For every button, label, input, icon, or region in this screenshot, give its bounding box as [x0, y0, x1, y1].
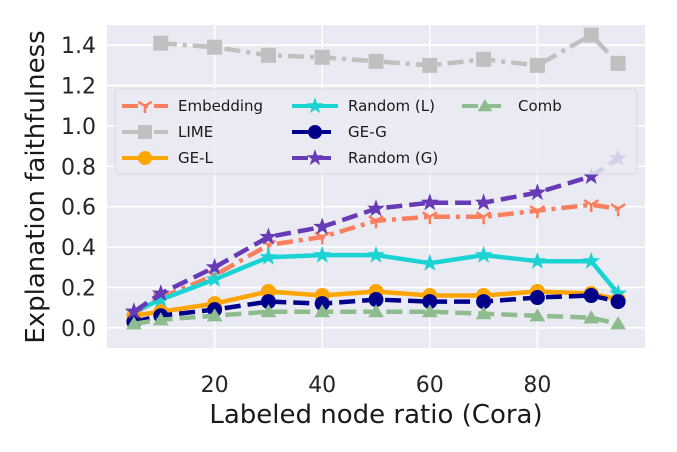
data-point — [126, 316, 142, 330]
data-point — [475, 211, 492, 225]
data-point — [151, 284, 170, 302]
data-point — [260, 304, 277, 318]
y-axis-title: Explanation faithfulness — [21, 30, 51, 343]
data-point — [260, 294, 276, 310]
data-point — [367, 199, 385, 217]
legend-label: GE-L — [178, 149, 214, 167]
data-point — [368, 304, 384, 318]
y-tick-label: 1.0 — [61, 115, 96, 140]
data-point — [529, 290, 545, 306]
legend-frame — [114, 88, 638, 175]
data-point — [259, 227, 278, 245]
data-point — [529, 308, 546, 322]
data-point — [205, 270, 224, 287]
data-point — [308, 125, 322, 139]
data-point — [205, 257, 224, 275]
data-point — [368, 292, 384, 308]
legend-item: Random (L) — [292, 97, 435, 115]
data-point — [529, 205, 546, 219]
data-point — [151, 290, 170, 308]
data-point — [306, 149, 324, 166]
x-tick-label: 60 — [416, 373, 444, 398]
data-point — [207, 39, 223, 55]
data-point — [609, 284, 627, 302]
legend-item: Comb — [462, 97, 562, 115]
tick-labels: 20 40 60 80 0.0 0.2 0.4 0.6 0.8 1.0 1.2 1.4 — [61, 34, 551, 398]
data-point — [206, 308, 223, 322]
legend-label: LIME — [178, 123, 213, 141]
data-point — [474, 245, 493, 263]
y-tick-label: 0.6 — [61, 196, 96, 221]
y-tick-label: 1.4 — [61, 34, 96, 59]
data-point — [314, 296, 330, 312]
data-point — [583, 199, 599, 213]
data-point — [476, 51, 492, 67]
data-point — [137, 100, 153, 113]
data-point — [582, 167, 601, 184]
data-point — [528, 251, 547, 269]
data-point — [476, 294, 492, 310]
data-point — [529, 57, 545, 73]
legend-label: Embedding — [178, 97, 263, 115]
data-point — [420, 253, 439, 271]
y-tick-label: 0.4 — [61, 236, 96, 261]
series-layer — [125, 27, 627, 330]
data-point — [259, 247, 278, 265]
legend: Embedding LIME GE-L Random (L) GE-G Random (G… — [114, 88, 638, 175]
data-point — [152, 312, 169, 326]
data-point — [153, 35, 169, 51]
y-tick-label: 0.8 — [61, 155, 96, 180]
data-point — [583, 310, 600, 324]
data-point — [421, 304, 438, 318]
data-point — [260, 47, 276, 63]
data-point — [138, 125, 152, 139]
data-point — [610, 55, 626, 71]
series-comb — [126, 304, 626, 330]
data-point — [313, 217, 332, 235]
x-tick-label: 40 — [308, 373, 336, 398]
data-point — [583, 288, 599, 304]
legend-label: Random (G) — [348, 149, 438, 167]
data-point — [367, 245, 385, 263]
data-point — [314, 49, 330, 65]
data-point — [125, 302, 143, 320]
legend-item: Random (G) — [292, 149, 438, 167]
data-point — [475, 306, 492, 320]
x-tick-label: 80 — [523, 373, 551, 398]
legend-item: GE-G — [292, 123, 387, 141]
data-point — [306, 97, 324, 114]
data-point — [422, 211, 438, 225]
data-point — [368, 215, 384, 229]
y-tick-label: 0.2 — [61, 276, 96, 301]
data-point — [422, 57, 438, 73]
legend-label: GE-G — [348, 123, 387, 141]
data-point — [474, 193, 493, 211]
data-point — [610, 316, 626, 330]
y-tick-label: 1.2 — [61, 75, 96, 100]
data-point — [313, 245, 332, 263]
data-point — [477, 99, 493, 112]
legend-label: Random (L) — [348, 97, 435, 115]
legend-item: LIME — [122, 123, 213, 141]
y-tick-label: 0.0 — [61, 317, 96, 342]
data-point — [610, 294, 626, 310]
data-point — [314, 231, 330, 245]
data-point — [583, 27, 599, 43]
data-point — [422, 294, 438, 310]
data-point — [610, 203, 626, 217]
data-point — [314, 304, 331, 318]
data-point — [138, 151, 152, 165]
series-line — [160, 32, 620, 68]
series-lime — [153, 27, 626, 73]
x-axis-title: Labeled node ratio (Cora) — [209, 400, 542, 430]
x-tick-label: 20 — [201, 373, 229, 398]
legend-item: GE-L — [122, 149, 214, 167]
data-point — [582, 251, 601, 269]
data-point — [528, 183, 547, 201]
data-point — [368, 53, 384, 69]
legend-item: Embedding — [122, 97, 263, 115]
legend-label: Comb — [518, 97, 562, 115]
data-point — [420, 193, 439, 211]
